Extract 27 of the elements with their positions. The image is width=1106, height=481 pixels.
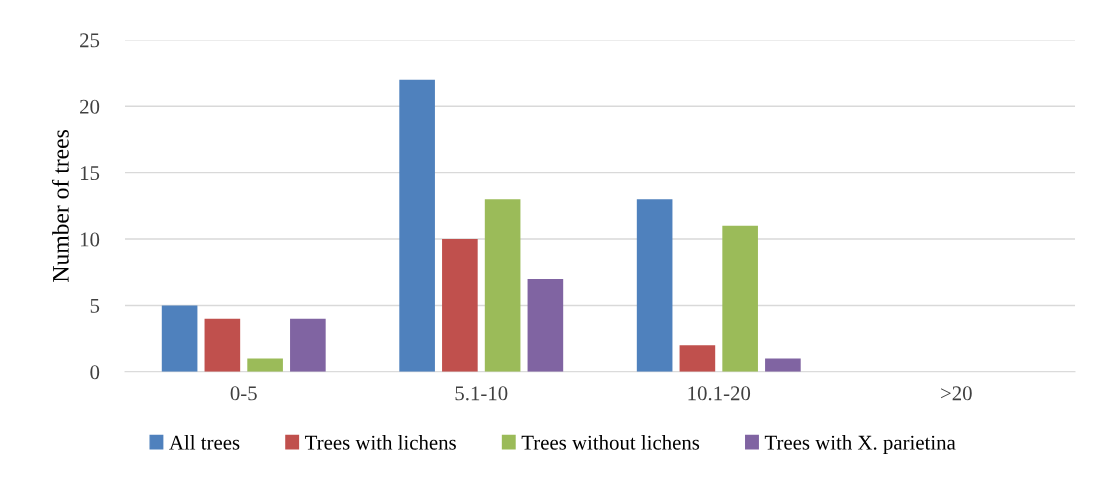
legend-label: Trees without lichens — [521, 435, 700, 450]
x-tick-label: >20 — [941, 386, 972, 401]
bar — [247, 358, 283, 372]
bar — [527, 278, 564, 372]
y-tick-label: 25 — [80, 33, 100, 48]
x-tick-label: 0-5 — [230, 386, 257, 401]
bar — [161, 305, 198, 372]
y-tick-label: 5 — [90, 299, 100, 313]
x-tick-label: 10.1-20 — [688, 386, 751, 401]
y-tick-label: 10 — [80, 232, 100, 247]
bar — [679, 345, 716, 372]
bar — [442, 239, 478, 372]
bar — [484, 199, 521, 372]
y-tick-label: 20 — [80, 99, 100, 114]
y-tick-label: 0 — [90, 365, 100, 380]
legend-label: Trees with lichens — [305, 435, 456, 450]
y-axis-title: Number of trees — [51, 130, 69, 282]
bar — [765, 358, 801, 372]
bar — [722, 225, 758, 372]
x-tick-label: 5.1-10 — [455, 386, 508, 401]
y-tick-label: 15 — [80, 166, 100, 181]
bar — [204, 318, 241, 372]
legend-label: All trees — [169, 435, 240, 450]
bar — [290, 318, 326, 372]
bar — [636, 199, 673, 372]
legend-label: Trees with X. parietina — [764, 435, 956, 454]
bar — [399, 79, 435, 372]
